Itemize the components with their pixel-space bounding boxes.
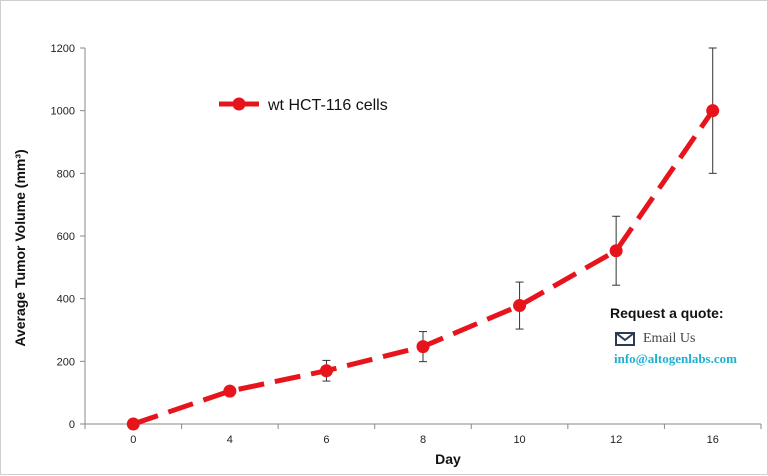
- x-tick-label: 12: [610, 434, 622, 446]
- y-tick-label: 1200: [51, 43, 75, 55]
- email-us-label: Email Us: [643, 331, 696, 346]
- series-line: [132, 109, 715, 427]
- y-tick-label: 600: [57, 231, 75, 243]
- y-tick-label: 800: [57, 168, 75, 180]
- x-tick-label: 16: [707, 434, 719, 446]
- x-tick-label: 6: [323, 434, 329, 446]
- data-point: [126, 417, 140, 431]
- x-tick-label: 4: [227, 434, 233, 446]
- quote-panel: Request a quote: Email Us info@altogenla…: [607, 305, 767, 367]
- email-address-link[interactable]: info@altogenlabs.com: [614, 351, 737, 366]
- x-tick-label: 0: [130, 434, 136, 446]
- x-tick-label: 10: [513, 434, 525, 446]
- data-point: [416, 340, 430, 354]
- legend-label: wt HCT-116 cells: [267, 97, 388, 114]
- email-us-link[interactable]: Email Us: [615, 331, 767, 347]
- legend-marker: [232, 97, 246, 111]
- data-point: [319, 364, 333, 378]
- data-point: [223, 384, 237, 398]
- y-tick-label: 200: [57, 356, 75, 368]
- envelope-icon: [615, 332, 635, 346]
- x-axis-title: Day: [435, 451, 461, 467]
- y-tick-label: 1000: [51, 106, 75, 118]
- data-point: [513, 299, 527, 313]
- quote-title: Request a quote:: [610, 305, 724, 321]
- data-point: [609, 244, 623, 258]
- data-point: [706, 104, 720, 118]
- y-tick-label: 0: [69, 419, 75, 431]
- y-tick-label: 400: [57, 294, 75, 306]
- y-axis-title: Average Tumor Volume (mm³): [12, 149, 28, 346]
- x-tick-label: 8: [420, 434, 426, 446]
